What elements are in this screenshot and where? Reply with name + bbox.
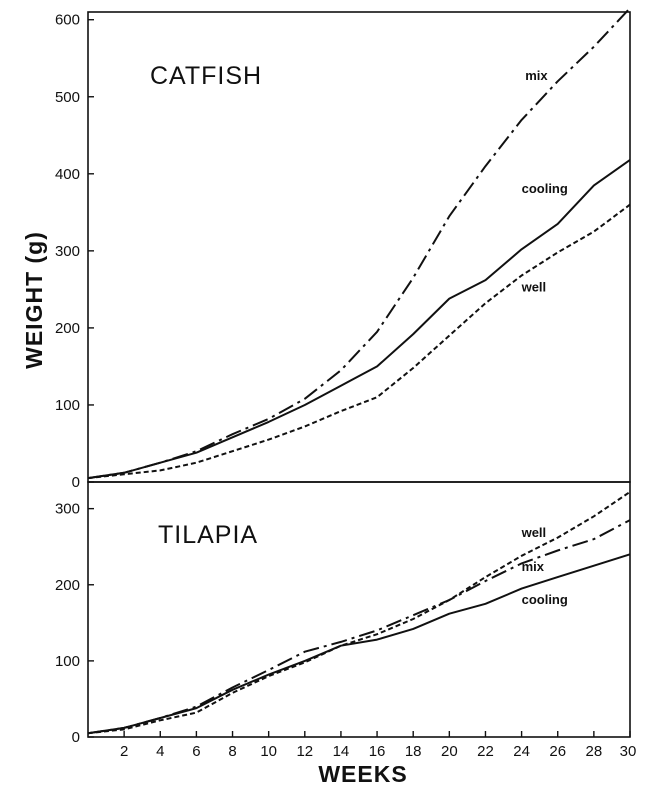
tilapia-x-tick-label: 16 xyxy=(369,743,386,760)
tilapia-x-tick-label: 26 xyxy=(549,743,566,760)
tilapia-x-tick-label: 22 xyxy=(477,743,494,760)
tilapia-x-tick-label: 28 xyxy=(586,743,603,760)
tilapia-series-well-line xyxy=(87,491,631,735)
tilapia-series-mix-line xyxy=(87,519,631,735)
catfish-y-tick-label: 500 xyxy=(55,89,80,106)
catfish-y-tick-label: 200 xyxy=(55,320,80,337)
tilapia-y-tick-label: 0 xyxy=(72,729,80,746)
tilapia-x-tick-label: 8 xyxy=(228,743,236,760)
catfish-y-tick-label: 300 xyxy=(55,243,80,260)
catfish-series-mix-label: mix xyxy=(525,68,548,83)
tilapia-x-tick-label: 10 xyxy=(260,743,277,760)
tilapia-x-tick-label: 4 xyxy=(156,743,164,760)
tilapia-plot-frame xyxy=(87,481,631,738)
x-axis-title: WEEKS xyxy=(318,761,407,787)
catfish-series-cooling-label: cooling xyxy=(522,181,568,196)
catfish-panel: 0 100 200 300 400 500 600 CATFISH mix cooling well xyxy=(55,7,631,491)
catfish-series-well-line xyxy=(87,203,631,480)
catfish-y-tick-label: 600 xyxy=(55,12,80,29)
tilapia-series-mix-label: mix xyxy=(522,559,545,574)
tilapia-x-tick-label: 24 xyxy=(513,743,530,760)
tilapia-x-tick-label: 12 xyxy=(296,743,313,760)
catfish-y-tick-label: 100 xyxy=(55,397,80,414)
tilapia-x-tick-label: 14 xyxy=(333,743,350,760)
tilapia-x-tick-label: 6 xyxy=(192,743,200,760)
tilapia-series-cooling-line xyxy=(87,553,631,735)
tilapia-y-tick-label: 200 xyxy=(55,577,80,594)
tilapia-x-tick-label: 18 xyxy=(405,743,422,760)
catfish-series-well-label: well xyxy=(521,280,547,295)
tilapia-series-well-label: well xyxy=(521,525,547,540)
tilapia-y-tick-label: 300 xyxy=(55,501,80,518)
catfish-y-tick-label: 400 xyxy=(55,166,80,183)
tilapia-x-tick-label: 20 xyxy=(441,743,458,760)
catfish-panel-title: CATFISH xyxy=(150,62,262,90)
catfish-series-cooling-line xyxy=(87,159,631,480)
tilapia-series-cooling-label: cooling xyxy=(522,592,568,607)
tilapia-panel-title: TILAPIA xyxy=(158,521,258,549)
tilapia-x-tick-label: 2 xyxy=(120,743,128,760)
tilapia-y-tick-label: 100 xyxy=(55,653,80,670)
tilapia-x-tick-label: 30 xyxy=(620,743,637,760)
y-axis-title: WEIGHT (g) xyxy=(21,231,47,369)
catfish-y-tick-label: 0 xyxy=(72,474,80,491)
